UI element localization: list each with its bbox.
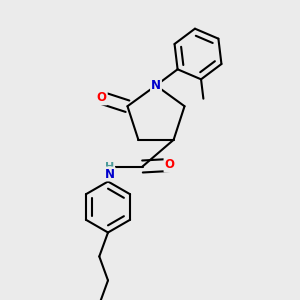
Text: N: N xyxy=(104,167,115,181)
Text: O: O xyxy=(164,158,175,172)
Text: H: H xyxy=(105,161,114,172)
Text: O: O xyxy=(97,92,107,104)
Text: N: N xyxy=(151,79,161,92)
